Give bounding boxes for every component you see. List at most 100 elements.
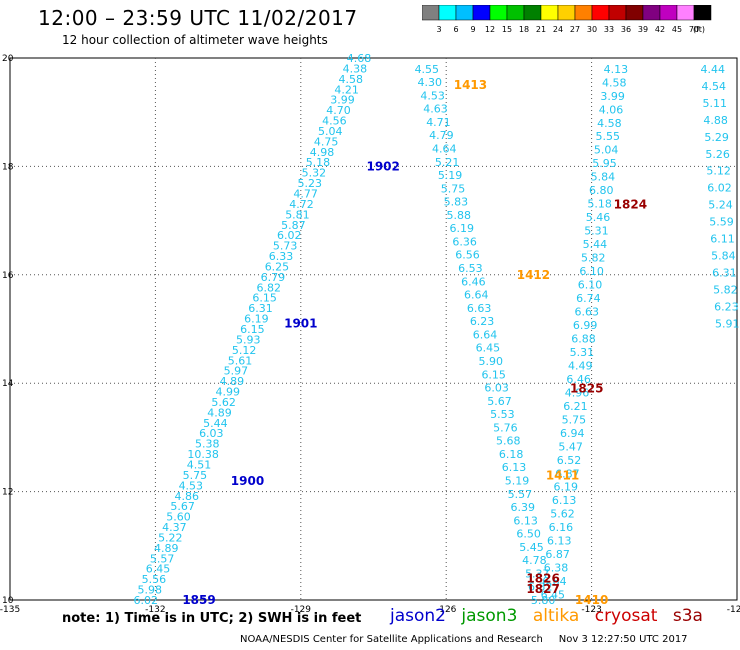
y-tick-label: 16 [2,271,14,281]
data-point: 6.74 [576,292,601,305]
data-point: 6.19 [244,313,269,326]
satellite-altika: altika [532,606,580,626]
data-point: 5.19 [438,169,463,182]
time-label: 1412 [517,268,550,282]
legend-label: 18 [519,25,529,34]
data-point: 5.60 [166,511,191,524]
data-point: 6.16 [549,521,574,534]
time-label: 1902 [366,159,399,173]
legend-label: 70 [689,25,699,34]
data-point: 6.46 [461,275,486,288]
legend-label: 33 [604,25,614,34]
data-point: 4.86 [174,490,199,503]
data-point: 6.13 [513,514,538,527]
data-point: 6.21 [563,400,588,413]
data-point: 4.98 [310,146,335,159]
legend-label: 39 [638,25,648,34]
plot-frame [9,57,738,601]
data-point: 6.02 [277,229,302,242]
data-point: 4.78 [522,554,547,567]
data-point: 6.03 [199,427,224,440]
data-point: 6.03 [484,382,509,395]
data-point: 6.45 [146,563,171,576]
data-point: 6.13 [547,535,572,548]
data-point: 5.11 [702,97,727,110]
time-label: 1413 [454,78,487,92]
data-point: 5.91 [715,318,740,331]
time-label: 1826 [526,571,559,585]
data-point: 6.63 [575,305,600,318]
data-point: 6.56 [455,249,480,262]
data-point: 4.72 [289,198,314,211]
legend-label: 30 [587,25,597,34]
data-point: 6.23 [714,301,739,314]
data-point: 6.99 [573,319,598,332]
data-point: 6.63 [467,302,492,315]
data-point: 6.36 [452,235,477,248]
legend-label: 21 [536,25,546,34]
time-label: 1824 [614,197,647,211]
data-point: 5.04 [318,125,343,138]
data-point: 4.30 [417,76,442,89]
x-tick-label: -123 [581,605,601,615]
data-point: 5.59 [709,216,734,229]
data-point: 6.84 [542,575,567,588]
y-tick-label: 18 [2,162,14,172]
data-point: 6.82 [256,281,281,294]
chart-title: 12:00 – 23:59 UTC 11/02/2017 [38,6,358,30]
data-point: 5.21 [435,156,460,169]
data-point: 5.55 [596,130,621,143]
data-point: 5.12 [232,344,257,357]
data-point: 4.58 [339,73,364,86]
legend-label: 9 [470,25,475,34]
x-tick-label: -129 [291,605,312,615]
y-tick-label: 10 [2,596,14,606]
data-point: 5.31 [584,225,609,238]
legend-label: 6 [453,25,458,34]
data-point: 5.37 [525,567,550,580]
data-point: 5.97 [224,365,249,378]
satellite-s3a: s3a [672,606,703,626]
legend-label: 36 [621,25,631,34]
data-point: 6.02 [707,182,732,195]
data-point: 5.24 [708,199,733,212]
satellite-jason3: jason3 [461,606,518,626]
time-label: 1901 [284,317,317,331]
data-point: 5.90 [479,355,504,368]
data-point: 6.50 [516,528,541,541]
data-point: 4.96 [565,386,590,399]
data-point: 6.10 [578,279,603,292]
data-point: 4.53 [420,89,445,102]
data-point: 6.23 [470,315,495,328]
data-point: 6.64 [464,289,489,302]
legend-label: 15 [502,25,512,34]
data-point: 5.62 [211,396,236,409]
time-label: 1859 [182,593,215,607]
data-point: 4.70 [326,104,351,117]
data-point: 4.51 [187,459,212,472]
chart-subtitle: 12 hour collection of altimeter wave hei… [62,33,328,47]
data-point: 6.13 [552,494,577,507]
time-label: 1827 [526,582,559,596]
satellite-jason2: jason2 [390,606,446,626]
data-point: 6.38 [544,562,569,575]
legend-label: 42 [655,25,665,34]
data-point: 5.82 [581,252,606,265]
data-point: 5.95 [592,157,617,170]
data-point: 6.46 [566,373,591,386]
data-point: 4.13 [604,63,629,76]
data-point: 4.89 [207,406,232,419]
data-point: 6.11 [710,233,735,246]
x-tick-label: -135 [0,605,20,615]
data-point: 5.57 [150,552,175,565]
data-point: 10.38 [187,448,219,461]
data-point: 4.89 [154,542,179,555]
data-point: 4.49 [568,359,593,372]
data-point: 5.75 [441,182,466,195]
data-point: 4.63 [423,103,448,116]
data-point: 4.38 [343,62,368,75]
data-point: 5.29 [704,131,729,144]
data-point: 4.58 [602,76,627,89]
color-legend: 3 6 9 12 15 18 21 24 27 30 33 36 39 42 45 70(ft) [422,5,712,34]
credit-timestamp: Nov 3 12:27:50 UTC 2017 [558,634,688,645]
